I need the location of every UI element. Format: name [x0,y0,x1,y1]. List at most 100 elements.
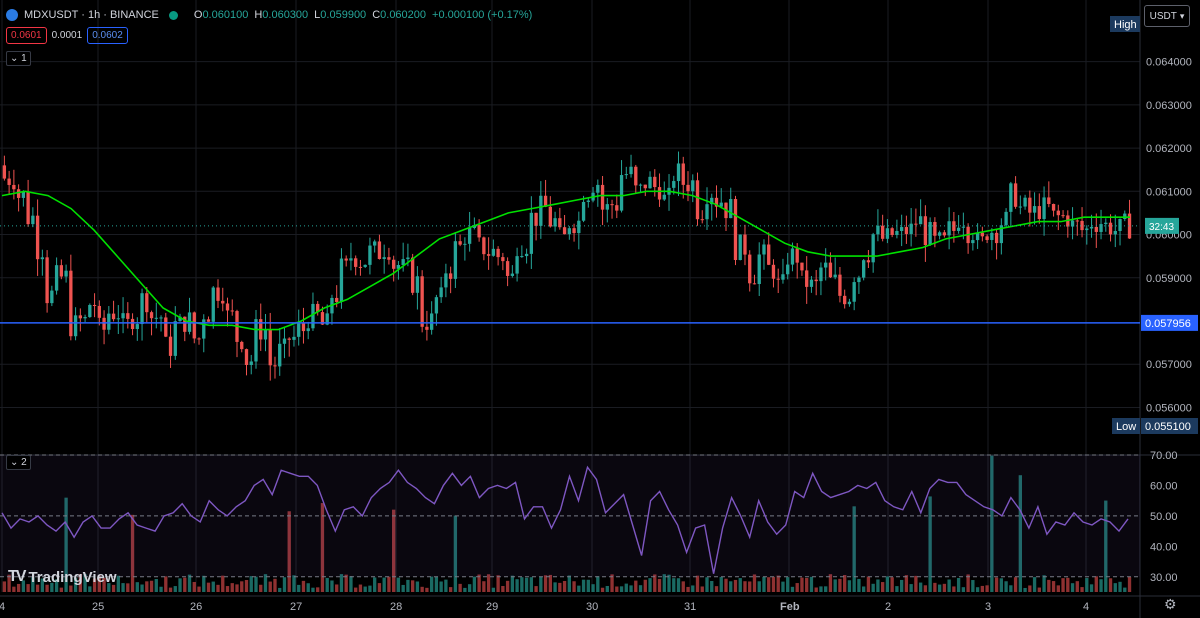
volume-bar [1080,587,1084,592]
settings-icon[interactable]: ⚙ [1164,596,1177,612]
volume-bar [643,579,647,592]
volume-bar [1099,579,1103,592]
candle-body [164,317,168,337]
candle-body [192,312,196,339]
candle-body [1028,197,1032,213]
candle-body [800,262,804,271]
volume-bar [591,584,595,592]
volume-bar [482,581,486,592]
volume-bar [899,579,904,592]
volume-bar [956,577,961,592]
candle-body [282,338,287,344]
volume-bar [824,586,828,592]
volume-bar [335,584,339,592]
price-tick-label: 0.064000 [1146,57,1192,69]
candle-body [444,273,448,288]
candle-body [439,287,443,298]
volume-bar [809,576,814,592]
volume-bar [164,576,168,592]
volume-bar [985,585,989,592]
volume-bar [662,574,666,592]
volume-bar [833,579,837,592]
volume-bar [140,584,144,592]
volume-bar [159,586,163,592]
candle-body [325,313,329,325]
open-label: O [193,9,203,21]
candle-body [1080,220,1084,231]
main-pane-collapse-button[interactable]: ⌄ 1 [6,51,31,66]
candle-body [1099,224,1103,232]
volume-bar [496,575,500,592]
candle-body [672,181,676,188]
volume-bar [729,581,733,592]
low-value-label: 0.055100 [1145,421,1191,433]
volume-bar [548,574,552,592]
volume-bar [301,580,306,592]
volume-bar [828,574,833,592]
candle-body [420,276,424,327]
candle-body [116,318,120,320]
volume-bar [1123,587,1127,592]
volume-bar [287,511,291,592]
currency-selector[interactable]: USDT ▾ [1144,5,1190,27]
candle-body [956,227,961,231]
volume-bar [477,574,481,592]
rsi-pane-collapse-button[interactable]: ⌄ 2 [6,455,31,470]
level-price-badge-label: 0.057956 [1145,318,1191,330]
volume-bar [420,586,424,592]
volume-bar [909,584,913,592]
candle-body [26,191,30,225]
volume-bar [1104,500,1108,592]
candle-body [771,264,776,279]
candle-body [1061,215,1065,217]
volume-bar [1061,578,1065,592]
market-status-icon [168,10,178,20]
candle-body [225,303,230,311]
candle-body [1127,213,1132,239]
candle-body [714,197,719,207]
volume-bar [515,579,519,592]
volume-bar [600,587,605,592]
volume-bar [126,583,130,592]
volume-bar [942,583,947,592]
candle-body [396,264,401,269]
volume-bar [178,578,182,592]
volume-bar [278,587,282,592]
volume-bar [410,580,415,592]
candle-body [990,232,994,240]
volume-bar [1028,585,1032,592]
candle-body [705,204,709,220]
volume-bar [64,497,68,592]
sell-button[interactable]: 0.0601 [6,27,47,44]
low-badge [1112,418,1140,434]
volume-bar [235,584,239,592]
candle-body [553,218,557,227]
volume-bar [249,576,253,592]
buy-button[interactable]: 0.0602 [87,27,128,44]
candle-body [1018,206,1022,208]
candle-body [719,202,723,207]
volume-bar [771,576,776,592]
candle-body [918,216,923,225]
volume-bar [567,575,571,592]
candle-body [524,253,529,257]
low-label: L [314,9,321,21]
volume-bar [401,584,405,592]
volume-bar [534,586,538,592]
volume-bar [572,581,576,592]
volume-bar [107,583,111,592]
volume-bar [78,574,82,592]
candle-body [876,225,880,235]
candle-body [401,259,405,265]
candle-body [173,321,177,356]
volume-bar [1118,581,1122,592]
candle-body [914,223,918,225]
symbol-title[interactable]: MDXUSDT · 1h · BINANCE [24,9,159,21]
volume-bar [634,580,638,592]
candle-body [596,184,600,193]
candle-body [1009,183,1013,212]
candle-body [786,264,790,275]
high-label: H [254,9,263,21]
candle-body [1085,228,1089,231]
